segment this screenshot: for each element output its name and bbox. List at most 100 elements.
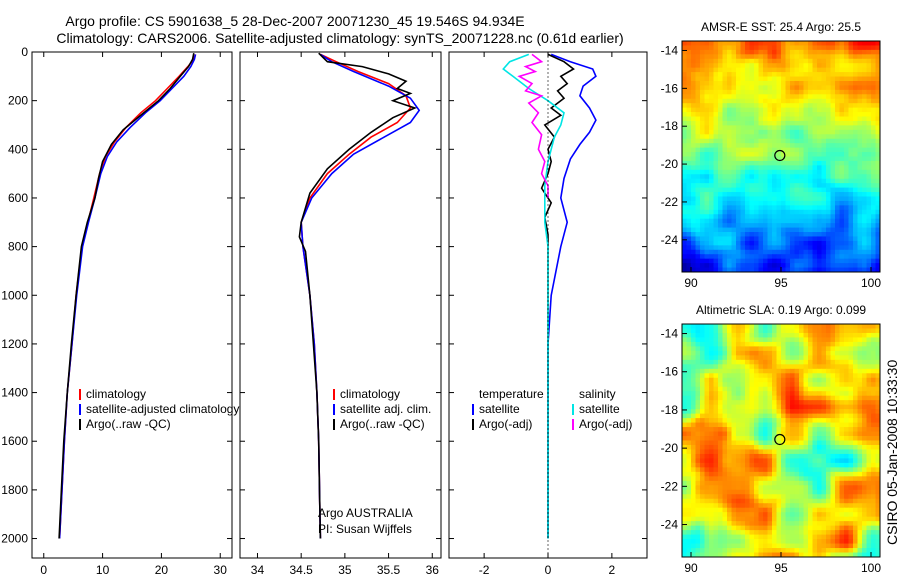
heatmap-cell (862, 94, 867, 100)
heatmap-cell (727, 552, 732, 558)
heatmap-cell (812, 263, 818, 269)
x-tick-label: 90 (684, 561, 698, 575)
heatmap-cell (740, 355, 746, 361)
heatmap-cell (695, 147, 701, 153)
heatmap-cell (718, 453, 723, 459)
heatmap-cell (808, 341, 813, 347)
heatmap-cell (767, 409, 773, 415)
heatmap-cell (772, 94, 777, 100)
heatmap-cell (740, 41, 746, 46)
heatmap-cell (853, 258, 858, 264)
heatmap-cell (785, 63, 791, 69)
heatmap-cell (754, 355, 759, 361)
heatmap-cell (722, 364, 728, 370)
heatmap-cell (704, 346, 710, 352)
heatmap-cell (835, 227, 840, 233)
heatmap-cell (808, 80, 813, 86)
heatmap-cell (682, 245, 687, 251)
heatmap-cell (736, 183, 741, 189)
heatmap-cell (848, 552, 854, 558)
heatmap-cell (785, 503, 791, 509)
heatmap-cell (758, 160, 764, 166)
heatmap-cell (691, 227, 696, 233)
heatmap-cell (835, 458, 840, 464)
heatmap-cell (835, 89, 840, 95)
heatmap-cell (731, 516, 737, 522)
heatmap-cell (731, 103, 737, 109)
heatmap-cell (695, 489, 701, 495)
heatmap-cell (803, 328, 809, 334)
heatmap-cell (812, 530, 818, 536)
heatmap-cell (866, 143, 872, 149)
heatmap-cell (740, 103, 746, 109)
heatmap-cell (722, 548, 728, 554)
heatmap-cell (808, 485, 813, 491)
heatmap-cell (718, 223, 723, 229)
x-tick-label: 95 (774, 276, 788, 290)
heatmap-cell (871, 120, 876, 126)
heatmap-cell (722, 485, 728, 491)
heatmap-cell (830, 120, 836, 126)
heatmap-cell (745, 147, 750, 153)
heatmap-cell (790, 147, 795, 153)
heatmap-cell (808, 152, 813, 157)
heatmap-cell (713, 462, 719, 468)
heatmap-cell (821, 386, 827, 392)
heatmap-cell (749, 440, 755, 446)
heatmap-cell (799, 440, 804, 446)
heatmap-cell (695, 355, 701, 361)
heatmap-cell (839, 355, 845, 361)
heatmap-cell (803, 240, 809, 246)
heatmap-cell (862, 192, 867, 197)
heatmap-cell (754, 512, 759, 518)
heatmap-cell (722, 160, 728, 166)
heatmap-cell (790, 98, 795, 104)
heatmap-cell (758, 498, 764, 504)
heatmap-cell (713, 476, 719, 482)
heatmap-cell (700, 218, 705, 224)
heatmap-cell (839, 187, 845, 193)
y-tick-label: 800 (8, 240, 28, 254)
heatmap-cell (794, 223, 800, 229)
heatmap-cell (866, 404, 872, 410)
heatmap-cell (709, 94, 714, 100)
heatmap-cell (844, 494, 849, 500)
heatmap-cell (722, 386, 728, 392)
heatmap-cell (794, 112, 800, 118)
heatmap-cell (785, 359, 791, 365)
heatmap-cell (704, 178, 710, 184)
y-tick-label: -24 (661, 233, 679, 247)
heatmap-cell (713, 125, 719, 131)
heatmap-cell (758, 444, 764, 450)
heatmap-cell (862, 471, 867, 477)
heatmap-cell (808, 245, 813, 251)
heatmap-cell (758, 187, 764, 193)
heatmap-cell (718, 364, 723, 370)
heatmap-cell (866, 249, 872, 255)
heatmap-cell (736, 337, 741, 343)
heatmap-cell (745, 431, 750, 437)
heatmap-cell (700, 125, 705, 131)
heatmap-cell (857, 120, 863, 126)
heatmap-cell (857, 80, 863, 86)
heatmap-cell (853, 76, 858, 82)
heatmap-cell (844, 138, 849, 144)
heatmap-cell (875, 543, 881, 549)
heatmap-cell (862, 249, 867, 255)
heatmap-cell (785, 232, 791, 237)
heatmap-cell (718, 54, 723, 60)
heatmap-cell (722, 169, 728, 175)
heatmap-cell (754, 368, 759, 374)
heatmap-cell (686, 116, 692, 122)
heatmap-cell (731, 534, 737, 540)
heatmap-cell (781, 76, 786, 82)
heatmap-cell (799, 400, 804, 406)
heatmap-cell (808, 507, 813, 513)
x-tick-label: 20 (155, 563, 169, 577)
heatmap-cell (844, 205, 849, 211)
heatmap-cell (704, 337, 710, 343)
heatmap-cell (718, 395, 723, 401)
heatmap-cell (700, 494, 705, 500)
heatmap-cell (745, 76, 750, 82)
heatmap-cell (727, 462, 732, 468)
